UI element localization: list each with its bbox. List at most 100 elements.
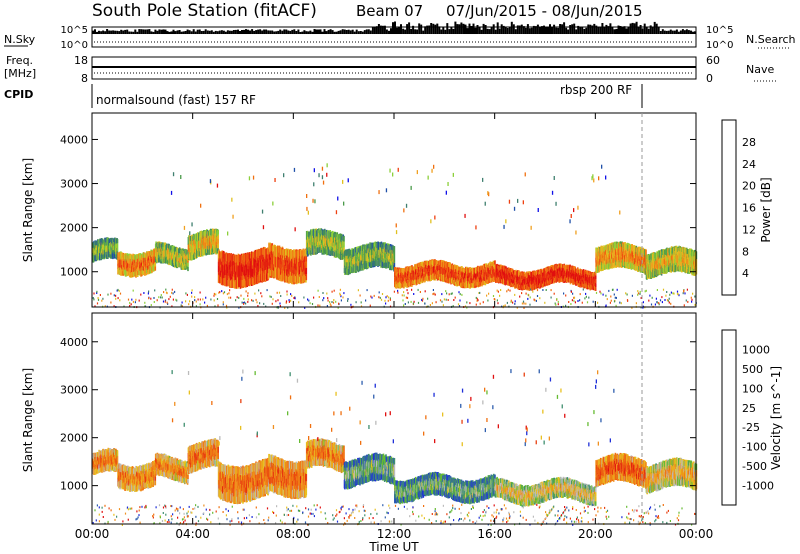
noise-sky-sample: [394, 21, 396, 35]
noise-sky-sample: [470, 26, 473, 35]
noise-sky-sample: [504, 27, 507, 35]
noise-sky-sample: [472, 23, 475, 35]
noise-sky-sample: [132, 31, 135, 35]
noise-right-tick-bottom: 10^0: [706, 40, 733, 51]
noise-sky-sample: [675, 29, 678, 35]
noise-sky-sample: [482, 23, 485, 35]
noise-sky-sample: [687, 30, 690, 35]
noise-sky-sample: [669, 29, 672, 35]
noise-sky-sample: [474, 27, 477, 35]
noise-sky-sample: [619, 26, 622, 35]
noise-sky-sample: [627, 27, 630, 35]
noise-sky-sample: [134, 29, 137, 35]
noise-sky-sample: [317, 29, 320, 35]
freq-tick-top: 18: [74, 54, 88, 67]
noise-sky-sample: [122, 30, 125, 35]
noise-sky-sample: [623, 26, 626, 35]
noise-sky-sample: [410, 28, 413, 35]
power-echo-cell: [267, 273, 270, 280]
noise-sky-sample: [192, 29, 195, 35]
noise-sky-sample: [458, 24, 461, 35]
noise-sky-sample: [375, 26, 378, 35]
noise-sky-trace: [92, 21, 696, 35]
noise-sky-sample: [420, 24, 423, 35]
noise-sky-sample: [194, 31, 197, 35]
noise-sky-sample: [690, 30, 692, 35]
noise-sky-sample: [253, 30, 256, 35]
noise-sky-sample: [553, 24, 556, 35]
power-echo-cell: [338, 242, 340, 251]
noise-sky-sample: [206, 30, 209, 35]
noise-sky-sample: [539, 27, 541, 35]
noise-sky-sample: [565, 27, 568, 35]
noise-sky-sample: [269, 30, 272, 35]
noise-sky-sample: [492, 24, 495, 35]
noise-sky-sample: [243, 29, 245, 35]
noise-sky-sample: [408, 22, 411, 35]
noise-sky-sample: [577, 25, 580, 35]
noise-sky-sample: [611, 27, 614, 35]
noise-sky-sample: [585, 27, 588, 35]
power-echo-cell: [187, 266, 189, 272]
figure-title: South Pole Station (fitACF): [92, 1, 317, 21]
noise-sky-sample: [273, 31, 276, 35]
noise-sky-sample: [412, 25, 415, 35]
noise-sky-sample: [385, 29, 388, 35]
beam-label: Beam 07: [356, 2, 423, 20]
power-echo-cell: [305, 261, 308, 268]
noise-sky-sample: [549, 24, 551, 35]
noise-sky-sample: [293, 29, 296, 35]
noise-sky-sample: [200, 31, 203, 35]
noise-sky-sample: [353, 31, 356, 35]
noise-sky-sample: [641, 28, 644, 35]
freq-panel: Freq. [MHz] 18 8 60 0 Nave: [4, 54, 778, 85]
noise-sky-sample: [547, 27, 549, 35]
noise-sky-sample: [665, 30, 668, 35]
noise-sky-sample: [476, 25, 479, 35]
noise-sky-sample: [621, 27, 624, 35]
noise-sky-sample: [643, 23, 646, 35]
noise-sky-sample: [124, 29, 127, 35]
noise-sky-sample: [587, 24, 590, 35]
power-echo-cell: [217, 248, 219, 253]
noise-sky-sample: [166, 31, 169, 35]
noise-sky-sample: [653, 21, 656, 35]
noise-sky-sample: [245, 29, 247, 35]
cpid-segment-2: rbsp 200 RF: [560, 83, 632, 97]
noise-sky-sample: [148, 29, 151, 35]
noise-sky-sample: [422, 30, 425, 35]
noise-sky-sample: [351, 29, 354, 35]
noise-sky-sample: [170, 31, 173, 35]
noise-sky-sample: [694, 31, 696, 35]
noise-sky-sample: [120, 29, 123, 35]
power-echo-cell: [343, 235, 345, 242]
noise-sky-sample: [613, 29, 616, 35]
noise-sky-sample: [559, 24, 562, 35]
noise-panel: N.Sky 10^5 10^0 10^5 10^0 N.Search: [4, 21, 796, 51]
noise-sky-sample: [685, 29, 688, 35]
noise-sky-sample: [402, 28, 405, 35]
noise-sky-sample: [232, 30, 235, 35]
noise-sky-sample: [563, 22, 566, 35]
noise-sky-sample: [434, 24, 437, 35]
noise-sky-sample: [321, 31, 324, 35]
noise-sky-sample: [428, 25, 431, 35]
noise-sky-sample: [637, 26, 640, 35]
noise-sky-sample: [230, 30, 233, 35]
noise-sky-sample: [649, 25, 652, 35]
noise-sky-sample: [329, 29, 332, 35]
noise-sky-sample: [383, 25, 386, 35]
noise-sky-sample: [331, 30, 334, 35]
noise-sky-sample: [639, 25, 642, 35]
noise-sky-sample: [182, 31, 185, 35]
noise-sky-sample: [168, 31, 171, 35]
noise-sky-sample: [357, 31, 360, 35]
noise-sky-sample: [615, 28, 618, 35]
noise-sky-sample: [110, 30, 113, 35]
noise-sky-sample: [287, 30, 290, 35]
noise-sky-sample: [426, 25, 429, 35]
power-echo-cell: [116, 247, 119, 252]
noise-right-label: N.Search: [746, 33, 796, 46]
noise-sky-sample: [367, 29, 370, 35]
noise-sky-sample: [218, 30, 221, 35]
